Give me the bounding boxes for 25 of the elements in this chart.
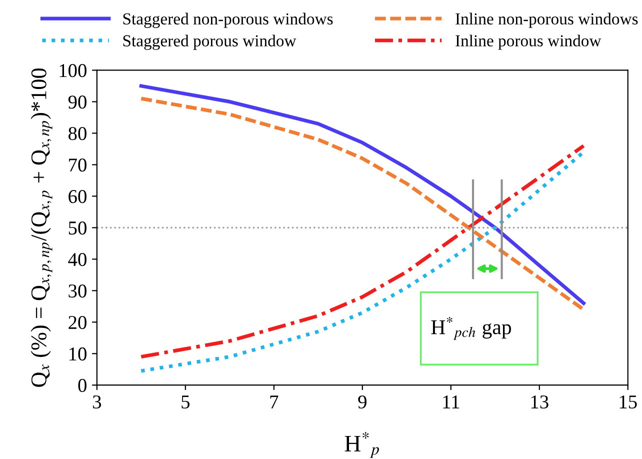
x-axis-title: H$^{*}$$_{p}$ — [344, 432, 379, 458]
y-tick-label: 40 — [68, 252, 86, 266]
x-tick-label: 11 — [443, 395, 460, 408]
text: Q$_{x}$ (%) = Q$_{x,p,np}$/(Q$_{x,p}$ + Q$_{x,np}$)*100 — [30, 68, 52, 387]
y-tick-label: 30 — [68, 284, 86, 298]
legend-label: Staggered porous window — [123, 34, 296, 50]
y-tick-label: 20 — [68, 316, 86, 330]
y-tick-label: 0 — [78, 378, 86, 392]
y-tick-label: 100 — [60, 64, 86, 78]
y-tick-label: 60 — [68, 190, 86, 204]
y-tick-label: 80 — [68, 127, 86, 140]
x-tick-label: 7 — [270, 396, 278, 408]
y-tick-label: 50 — [68, 221, 86, 235]
y-tick-label: 10 — [69, 347, 86, 361]
legend-label: Inline non-porous windows — [456, 12, 638, 28]
y-tick-label: 90 — [68, 96, 86, 109]
annotation: H$^{*}$$_{pch}$ gap — [431, 316, 512, 340]
x-tick-label: 15 — [620, 395, 637, 409]
legend-label: Inline porous window — [456, 34, 602, 50]
legend-label: Staggered non-porous windows — [123, 12, 333, 28]
x-tick-label: 9 — [358, 395, 366, 409]
x-tick-label: 3 — [93, 395, 102, 409]
y-tick-label: 70 — [69, 158, 86, 172]
x-tick-label: 13 — [531, 395, 548, 409]
x-tick-label: 5 — [182, 396, 190, 409]
